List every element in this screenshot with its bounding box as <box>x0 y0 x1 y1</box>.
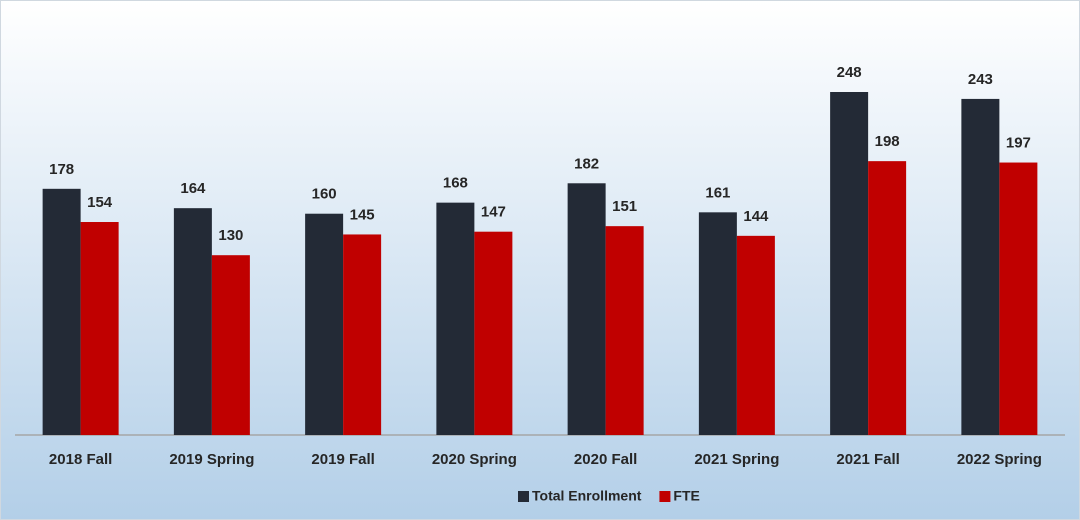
x-tick-label: 2022 Spring <box>957 451 1042 468</box>
legend-swatch <box>518 491 529 502</box>
x-tick-label: 2020 Spring <box>432 451 517 468</box>
bar <box>868 161 907 435</box>
value-label: 182 <box>574 155 599 172</box>
value-label: 243 <box>968 71 993 88</box>
value-label: 161 <box>705 184 730 201</box>
bar <box>305 213 344 435</box>
bar <box>830 92 869 435</box>
legend-label: Total Enrollment <box>532 488 642 504</box>
value-label: 164 <box>180 180 206 197</box>
legend-label: FTE <box>673 488 699 504</box>
bar <box>436 202 475 435</box>
value-label: 178 <box>49 161 74 178</box>
bar <box>42 188 81 435</box>
value-label: 130 <box>218 227 243 244</box>
bar <box>698 212 737 435</box>
legend-swatch <box>659 491 671 502</box>
bar <box>961 98 1000 436</box>
value-label: 168 <box>443 175 468 192</box>
value-label: 160 <box>312 186 337 203</box>
x-tick-label: 2019 Fall <box>311 451 374 468</box>
bar <box>567 183 606 435</box>
x-tick-label: 2021 Fall <box>836 451 899 468</box>
bar <box>343 234 382 435</box>
bar <box>605 226 644 435</box>
x-tick-label: 2020 Fall <box>574 451 637 468</box>
value-label: 198 <box>875 133 900 150</box>
value-label: 144 <box>743 208 769 225</box>
value-label: 197 <box>1006 135 1031 152</box>
value-label: 145 <box>350 206 375 223</box>
value-label: 151 <box>612 198 637 215</box>
bar <box>173 208 212 435</box>
bar <box>999 162 1038 435</box>
x-tick-label: 2018 Fall <box>49 451 112 468</box>
x-tick-label: 2021 Spring <box>694 451 779 468</box>
value-label: 154 <box>87 194 113 211</box>
x-tick-label: 2019 Spring <box>169 451 254 468</box>
value-label: 248 <box>837 64 862 81</box>
bar <box>736 235 775 435</box>
value-label: 147 <box>481 204 506 221</box>
bar <box>211 255 250 435</box>
bar <box>80 222 119 435</box>
bar <box>474 231 513 435</box>
